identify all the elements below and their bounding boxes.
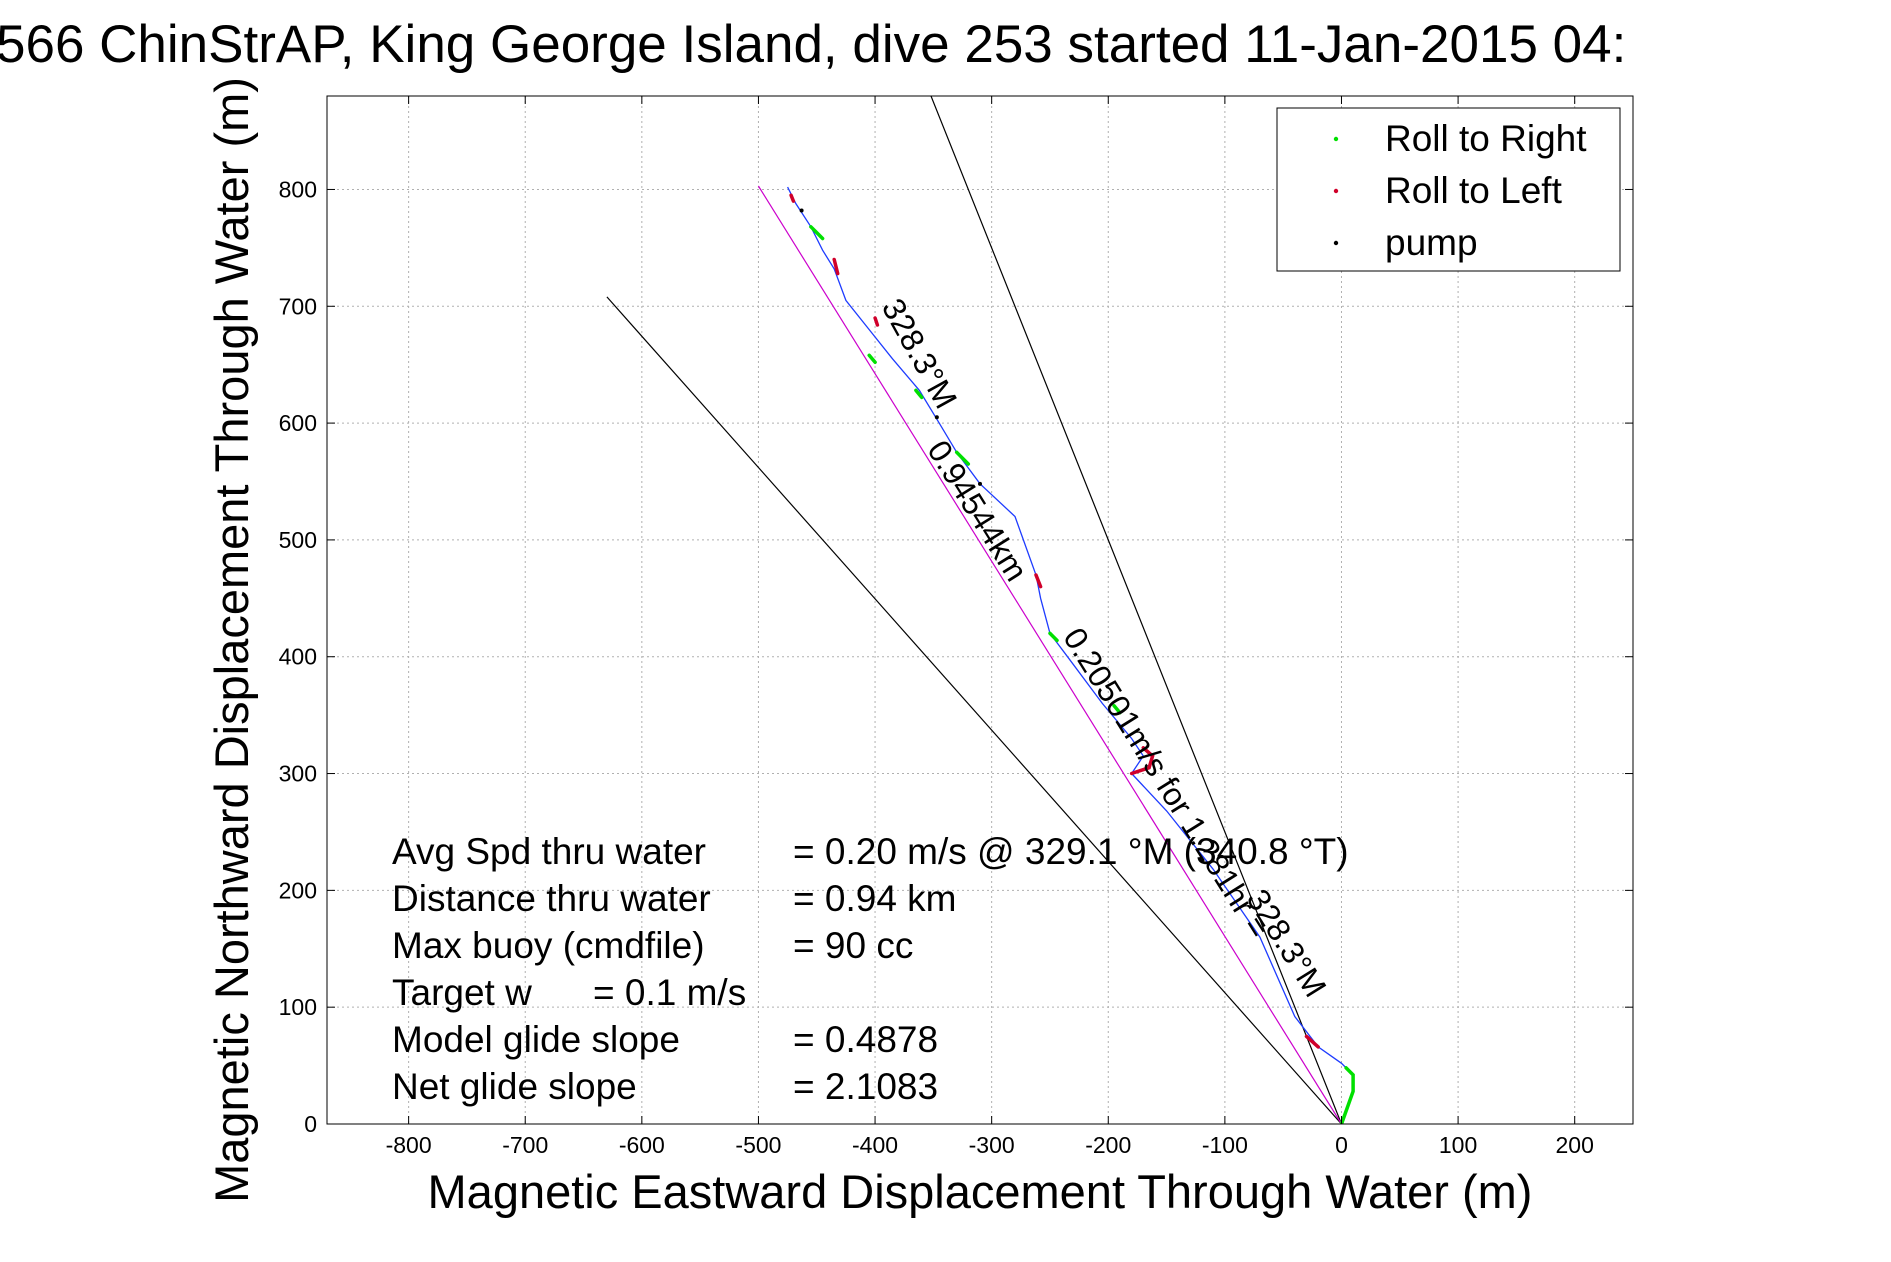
reference-line — [757, 185, 1343, 1124]
x-tick-label: -800 — [386, 1132, 432, 1158]
y-tick-label: 200 — [279, 877, 317, 903]
stats-panel: Avg Spd thru water = 0.20 m/s @ 329.1 °M … — [392, 831, 1349, 1107]
y-tick-label: 0 — [304, 1111, 317, 1137]
track-line — [787, 186, 1354, 1124]
roll-right-segment — [1112, 704, 1122, 715]
x-tick-label: 100 — [1439, 1132, 1477, 1158]
pump-point — [934, 415, 939, 420]
stat-label: Net glide slope — [392, 1066, 637, 1107]
y-tick-label: 300 — [279, 761, 317, 787]
legend-marker — [1333, 136, 1339, 142]
roll-left-segment — [873, 316, 880, 327]
roll-right-segment — [867, 353, 877, 365]
x-axis-label: Magnetic Eastward Displacement Through W… — [428, 1165, 1533, 1218]
roll-left-segment — [1304, 1034, 1320, 1049]
pump-point — [978, 481, 982, 486]
legend-marker — [1333, 188, 1339, 194]
stat-label: Distance thru water — [392, 878, 711, 919]
chart-title: 566 ChinStrAP, King George Island, dive … — [0, 15, 1626, 74]
legend-marker — [1333, 240, 1339, 246]
y-axis-label: Magnetic Northward Displacement Through … — [205, 77, 258, 1203]
plot-frame — [326, 95, 1634, 1125]
roll-right-segment — [914, 388, 924, 400]
stat-value: = 0.20 m/s @ 329.1 °M (340.8 °T) — [793, 831, 1349, 872]
y-tick-label: 800 — [279, 176, 317, 202]
reference-line — [930, 96, 1343, 1124]
stat-value: = 2.1083 — [793, 1066, 938, 1107]
x-tick-label: -300 — [969, 1132, 1015, 1158]
pump-point — [799, 208, 804, 213]
stat-value: = 0.1 m/s — [593, 972, 746, 1013]
reference-lines — [606, 96, 1343, 1124]
dive-track — [787, 186, 1354, 1124]
y-tick-label: 600 — [279, 410, 317, 436]
legend-label: pump — [1385, 222, 1478, 263]
roll-left-segment — [789, 193, 796, 203]
roll-right-segment — [954, 450, 971, 466]
x-tick-label: -500 — [735, 1132, 781, 1158]
roll-right-segment — [1339, 1066, 1355, 1124]
roll-right-segment — [1048, 631, 1059, 643]
stat-label: Target w — [392, 972, 532, 1013]
x-tick-label: -200 — [1085, 1132, 1131, 1158]
reference-line — [606, 296, 1342, 1124]
y-tick-label: 400 — [279, 644, 317, 670]
y-tick-label: 500 — [279, 527, 317, 553]
roll-left-segment — [1129, 746, 1155, 776]
stat-label: Avg Spd thru water — [392, 831, 706, 872]
stat-value: = 0.94 km — [793, 878, 957, 919]
roll-left-segment — [832, 257, 840, 276]
stat-label: Max buoy (cmdfile) — [392, 925, 705, 966]
x-tick-label: -400 — [852, 1132, 898, 1158]
y-tick-label: 100 — [279, 994, 317, 1020]
x-tick-label: 0 — [1335, 1132, 1348, 1158]
stat-label: Model glide slope — [392, 1019, 680, 1060]
x-tick-label: 200 — [1556, 1132, 1594, 1158]
stat-value: = 90 cc — [793, 925, 913, 966]
y-tick-label: 700 — [279, 293, 317, 319]
x-tick-label: -600 — [619, 1132, 665, 1158]
stat-value: = 0.4878 — [793, 1019, 938, 1060]
roll-markers — [789, 193, 1355, 1124]
roll-right-segment — [809, 225, 825, 241]
roll-left-segment — [1034, 573, 1043, 589]
legend-label: Roll to Right — [1385, 118, 1587, 159]
legend: Roll to Right Roll to Left pump — [1276, 107, 1621, 272]
axis-ticks: -800 -700 -600 -500 -400 -300 -200 -100 0 100 200 0… — [279, 96, 1633, 1158]
x-tick-label: -700 — [502, 1132, 548, 1158]
legend-label: Roll to Left — [1385, 170, 1563, 211]
x-tick-label: -100 — [1202, 1132, 1248, 1158]
